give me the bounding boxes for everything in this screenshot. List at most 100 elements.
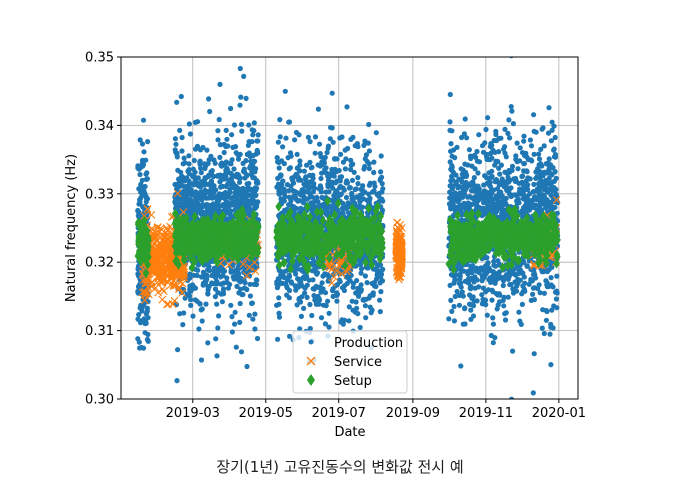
data-point — [174, 378, 180, 384]
data-point — [246, 260, 252, 266]
data-point — [469, 163, 475, 169]
data-point — [186, 167, 192, 173]
data-point — [306, 277, 312, 283]
data-point — [450, 183, 456, 189]
data-point — [493, 177, 499, 183]
data-point — [249, 169, 255, 175]
data-point — [174, 99, 180, 105]
data-point — [165, 241, 174, 250]
data-point — [213, 336, 219, 342]
data-point — [349, 196, 355, 202]
data-point — [275, 175, 281, 181]
data-point — [554, 305, 560, 311]
data-point — [469, 270, 475, 276]
data-point — [501, 303, 507, 309]
data-point — [276, 165, 282, 171]
data-point — [238, 286, 244, 292]
data-point — [521, 286, 527, 292]
data-point — [143, 320, 149, 326]
data-point — [554, 273, 560, 279]
data-point — [451, 318, 457, 324]
data-point — [474, 148, 480, 155]
data-point — [227, 281, 233, 288]
data-point — [234, 283, 240, 289]
data-point — [293, 287, 299, 293]
data-point — [196, 326, 202, 332]
data-point — [484, 312, 490, 318]
data-point — [502, 144, 508, 150]
data-point — [181, 155, 187, 161]
data-point — [251, 267, 260, 276]
data-point — [486, 170, 492, 176]
data-point — [552, 169, 558, 175]
data-point — [297, 326, 303, 332]
data-point — [207, 108, 213, 115]
data-point — [309, 312, 315, 319]
data-point — [492, 149, 498, 155]
data-point — [490, 340, 496, 346]
data-point — [188, 297, 194, 303]
data-point — [198, 179, 204, 185]
data-point — [483, 210, 489, 216]
data-point — [366, 191, 372, 197]
data-point — [531, 112, 537, 118]
data-point — [179, 201, 186, 208]
data-point — [189, 282, 196, 288]
data-point — [460, 167, 466, 173]
data-point — [326, 189, 332, 195]
data-point — [293, 129, 300, 136]
data-point — [334, 298, 340, 304]
data-point — [473, 154, 479, 160]
data-point — [319, 170, 325, 176]
data-point — [541, 143, 547, 149]
data-point — [199, 193, 206, 199]
data-point — [277, 280, 283, 286]
data-point — [344, 104, 350, 110]
data-point — [518, 321, 524, 327]
data-point — [235, 174, 241, 181]
data-point — [204, 147, 210, 153]
data-point — [499, 193, 505, 199]
data-point — [337, 135, 343, 141]
data-point — [229, 132, 235, 138]
data-point — [288, 279, 294, 285]
data-point — [247, 281, 253, 287]
data-point — [283, 135, 289, 141]
data-point — [474, 267, 480, 273]
data-point — [493, 128, 499, 134]
data-point — [362, 303, 368, 309]
data-point — [178, 289, 186, 297]
data-point — [175, 347, 181, 353]
data-point — [484, 201, 491, 208]
data-point — [502, 317, 509, 323]
data-point — [289, 175, 295, 181]
data-point — [311, 258, 317, 264]
data-point — [466, 147, 472, 153]
data-point — [551, 123, 557, 129]
data-point — [334, 188, 340, 194]
data-point — [242, 285, 248, 291]
data-point — [141, 184, 147, 190]
data-point — [471, 279, 477, 285]
data-point — [243, 95, 249, 101]
data-point — [379, 181, 385, 187]
data-point — [451, 193, 457, 199]
data-point — [244, 181, 250, 187]
data-point — [205, 340, 211, 346]
data-point — [329, 288, 336, 294]
data-point — [515, 166, 521, 172]
data-point — [203, 276, 209, 283]
data-point — [452, 155, 458, 161]
data-point — [544, 308, 550, 315]
data-point — [200, 280, 207, 286]
data-point — [198, 211, 204, 217]
data-point — [305, 134, 311, 140]
data-point — [238, 94, 244, 100]
data-point — [448, 148, 454, 154]
data-point — [224, 170, 230, 176]
data-point — [281, 186, 287, 192]
data-point — [252, 326, 258, 332]
data-point — [487, 275, 493, 281]
data-point — [353, 299, 359, 305]
data-point — [158, 244, 167, 252]
